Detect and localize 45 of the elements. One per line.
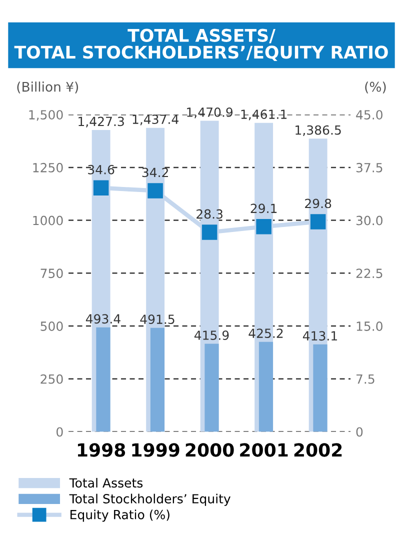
y2-axis-title: (%) (365, 82, 386, 94)
bar (150, 328, 165, 432)
bar (204, 344, 219, 432)
legend-label: Equity Ratio (%) (70, 510, 170, 522)
y-axis-title: (Billion ¥) (17, 82, 78, 94)
data-label: 29.1 (250, 204, 277, 214)
bar (258, 342, 274, 432)
x-tick-label: 2000 (186, 443, 234, 457)
y-tick-label: 750 (40, 268, 63, 278)
y2-tick-label: 30.0 (356, 216, 382, 226)
y2-tick-label: 45.0 (356, 110, 382, 120)
data-label: 425.2 (248, 328, 283, 338)
data-label: 491.5 (140, 314, 174, 324)
data-label: 493.4 (86, 314, 120, 324)
y-tick-label: 1,500 (29, 110, 63, 121)
data-label: 28.3 (196, 209, 222, 219)
x-tick-label: 2001 (240, 443, 288, 457)
x-tick-label: 2002 (294, 443, 342, 457)
y-tick-label: 1000 (33, 216, 63, 226)
y-tick-label: 250 (40, 374, 63, 384)
legend-label: Total Assets (69, 478, 143, 488)
data-label: 34.6 (88, 164, 114, 174)
data-label: 413.1 (302, 331, 337, 341)
data-label: 1,386.5 (296, 125, 341, 136)
data-label: 1,470.9 (187, 107, 233, 118)
y-tick-label: 1250 (33, 162, 63, 172)
y-tick-label: 0 (56, 427, 63, 437)
y2-tick-label: 15.0 (356, 321, 382, 331)
y2-tick-label: 37.5 (356, 162, 382, 172)
legend-label: Total Stockholders’ Equity (69, 494, 230, 506)
y-tick-label: 500 (40, 321, 63, 331)
data-label: 34.2 (142, 168, 168, 178)
y2-tick-label: 22.5 (356, 268, 382, 278)
x-tick-label: 1999 (132, 443, 180, 457)
y2-tick-label: 0 (356, 427, 363, 437)
bar (96, 327, 110, 432)
data-label: 415.9 (194, 330, 229, 340)
x-tick-label: 1998 (78, 443, 126, 457)
chart-title: TOTAL ASSETS/ TOTAL STOCKHOLDERS’/EQUITY RATIO (14, 28, 388, 62)
data-label: 1,437.4 (132, 114, 178, 126)
data-label: 1,461.1 (241, 110, 287, 120)
data-label: 1,427.3 (78, 116, 124, 128)
y2-tick-label: 7.5 (356, 374, 374, 384)
data-label: 29.8 (305, 198, 332, 208)
bar (313, 344, 328, 432)
